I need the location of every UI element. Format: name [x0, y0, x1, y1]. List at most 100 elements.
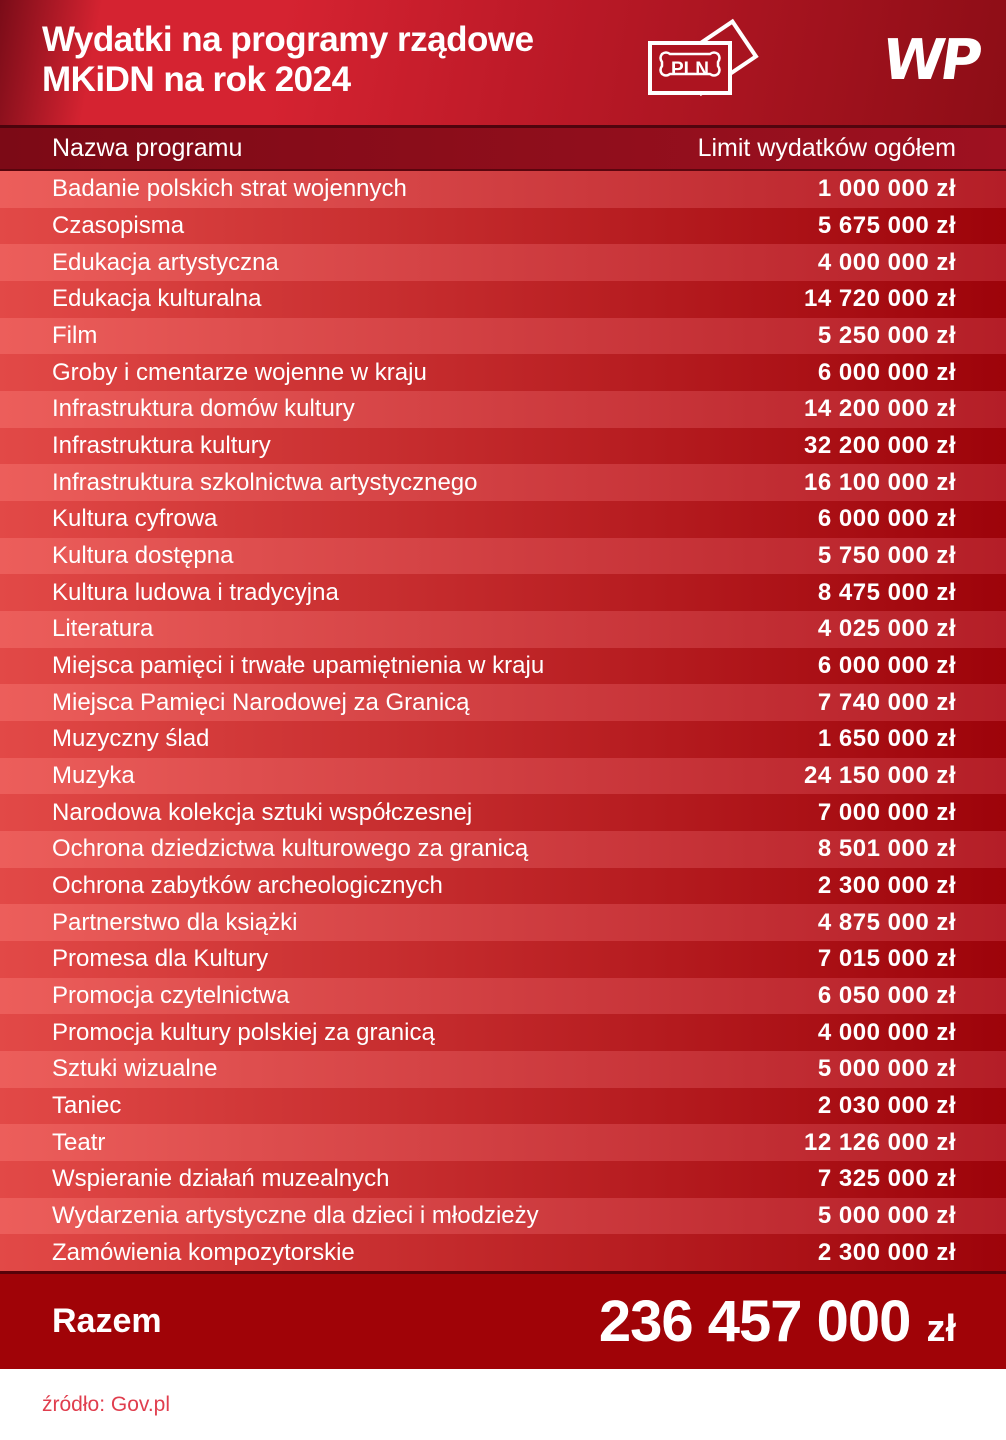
table-row: Miejsca pamięci i trwałe upamiętnienia w…	[0, 647, 1006, 685]
program-limit: 1 650 000 zł	[817, 725, 956, 753]
program-limit: 8 501 000 zł	[817, 835, 956, 863]
table-row: Promesa dla Kultury 7 015 000 zł	[0, 941, 1006, 978]
program-name: Infrastruktura domów kultury	[52, 395, 355, 423]
program-name: Infrastruktura szkolnictwa artystycznego	[52, 468, 478, 496]
table-row: Kultura ludowa i tradycyjna 8 475 000 zł	[0, 574, 1006, 612]
source-text: źródło: Gov.pl	[42, 1392, 170, 1416]
program-limit: 4 000 000 zł	[817, 248, 956, 276]
program-limit: 8 475 000 zł	[817, 578, 956, 606]
table-row: Sztuki wizualne 5 000 000 zł	[0, 1051, 1006, 1088]
table-row: Kultura dostępna 5 750 000 zł	[0, 537, 1006, 575]
program-limit: 5 000 000 zł	[817, 1202, 956, 1230]
column-header-limit: Limit wydatków ogółem	[697, 134, 956, 162]
program-limit: 5 750 000 zł	[817, 542, 956, 570]
table-row: Muzyka 24 150 000 zł	[0, 757, 1006, 795]
program-name: Taniec	[52, 1092, 122, 1120]
page-title-line2: MKiDN na rok 2024	[42, 60, 351, 99]
program-limit: 14 720 000 zł	[804, 285, 956, 313]
program-name: Muzyczny ślad	[52, 725, 210, 753]
table-row: Ochrona zabytków archeologicznych 2 300 0…	[0, 867, 1006, 905]
header: Wydatki na programy rządowe MKiDN na rok…	[0, 0, 1006, 125]
program-limit: 4 875 000 zł	[817, 908, 956, 936]
table-row: Wydarzenia artystyczne dla dzieci i młod…	[0, 1197, 1006, 1235]
program-name: Wydarzenia artystyczne dla dzieci i młod…	[52, 1202, 539, 1230]
table-row: Infrastruktura domów kultury 14 200 000 z…	[0, 391, 1006, 428]
table-row: Promocja kultury polskiej za granicą 4 00…	[0, 1014, 1006, 1052]
program-name: Kultura cyfrowa	[52, 505, 218, 533]
table-row: Partnerstwo dla książki 4 875 000 zł	[0, 904, 1006, 942]
program-name: Film	[52, 322, 98, 350]
total-currency: zł	[926, 1308, 956, 1350]
program-limit: 4 025 000 zł	[817, 615, 956, 643]
column-header-name: Nazwa programu	[52, 134, 243, 162]
program-name: Ochrona dziedzictwa kulturowego za grani…	[52, 835, 529, 863]
program-limit: 6 000 000 zł	[817, 652, 956, 680]
table-row: Infrastruktura kultury 32 200 000 zł	[0, 427, 1006, 465]
table-row: Teatr 12 126 000 zł	[0, 1124, 1006, 1162]
program-limit: 7 000 000 zł	[817, 798, 956, 826]
total-label: Razem	[52, 1302, 162, 1340]
table-row: Infrastruktura szkolnictwa artystycznego…	[0, 464, 1006, 502]
table-row: Badanie polskich strat wojennych 1 000 00…	[0, 171, 1006, 208]
program-name: Czasopisma	[52, 212, 185, 239]
table-column-header: Nazwa programu Limit wydatków ogółem	[0, 125, 1006, 171]
program-limit: 6 050 000 zł	[817, 982, 956, 1010]
program-limit: 2 300 000 zł	[817, 1238, 956, 1266]
wp-logo: WP	[878, 28, 983, 93]
program-limit: 7 015 000 zł	[817, 945, 956, 973]
program-limit: 12 126 000 zł	[804, 1128, 956, 1156]
total-value: 236 457 000 zł	[599, 1288, 956, 1355]
program-name: Promocja kultury polskiej za granicą	[52, 1018, 435, 1046]
table-row: Edukacja artystyczna 4 000 000 zł	[0, 244, 1006, 282]
table-row: Promocja czytelnictwa 6 050 000 zł	[0, 977, 1006, 1015]
table-row: Miejsca Pamięci Narodowej za Granicą 7 74…	[0, 684, 1006, 722]
program-limit: 1 000 000 zł	[817, 175, 956, 203]
program-name: Teatr	[52, 1128, 106, 1156]
program-limit: 7 325 000 zł	[817, 1165, 956, 1193]
table-row: Film 5 250 000 zł	[0, 317, 1006, 355]
total-amount: 236 457 000	[598, 1289, 912, 1354]
program-name: Wspieranie działań muzealnych	[52, 1165, 390, 1193]
program-limit: 16 100 000 zł	[804, 468, 956, 496]
program-name: Infrastruktura kultury	[52, 432, 271, 460]
program-limit: 14 200 000 zł	[804, 395, 956, 423]
page-title: Wydatki na programy rządowe MKiDN na rok…	[42, 20, 534, 100]
table-row: Groby i cmentarze wojenne w kraju 6 000 0…	[0, 354, 1006, 392]
program-limit: 5 250 000 zł	[817, 322, 956, 350]
program-limit: 6 000 000 zł	[817, 505, 956, 533]
program-name: Kultura ludowa i tradycyjna	[52, 578, 339, 606]
program-limit: 7 740 000 zł	[817, 688, 956, 716]
program-limit: 2 030 000 zł	[817, 1092, 956, 1120]
source-strip: źródło: Gov.pl	[0, 1369, 1006, 1440]
page-title-line1: Wydatki na programy rządowe	[42, 20, 534, 59]
program-name: Zamówienia kompozytorskie	[52, 1238, 355, 1266]
program-name: Badanie polskich strat wojennych	[52, 175, 407, 203]
table-row: Czasopisma 5 675 000 zł	[0, 207, 1006, 245]
program-name: Kultura dostępna	[52, 542, 234, 570]
program-name: Muzyka	[52, 762, 135, 790]
pln-icon-label: PLN	[671, 59, 709, 80]
table-row: Zamówienia kompozytorskie 2 300 000 zł	[0, 1234, 1006, 1272]
table-row: Literatura 4 025 000 zł	[0, 611, 1006, 648]
program-limit: 5 675 000 zł	[817, 212, 956, 239]
program-limit: 4 000 000 zł	[817, 1018, 956, 1046]
program-limit: 2 300 000 zł	[817, 872, 956, 900]
table-row: Taniec 2 030 000 zł	[0, 1087, 1006, 1125]
table-row: Muzyczny ślad 1 650 000 zł	[0, 721, 1006, 758]
table-rows: Badanie polskich strat wojennych 1 000 00…	[0, 171, 1006, 1272]
program-name: Narodowa kolekcja sztuki współczesnej	[52, 798, 473, 826]
program-name: Miejsca Pamięci Narodowej za Granicą	[52, 688, 470, 716]
program-name: Sztuki wizualne	[52, 1055, 218, 1083]
program-name: Edukacja artystyczna	[52, 248, 279, 276]
program-limit: 24 150 000 zł	[804, 762, 956, 790]
pln-banknote-icon: PLN	[648, 18, 759, 97]
program-limit: 5 000 000 zł	[817, 1055, 956, 1083]
program-name: Promocja czytelnictwa	[52, 982, 290, 1010]
program-limit: 6 000 000 zł	[817, 358, 956, 386]
program-name: Groby i cmentarze wojenne w kraju	[52, 358, 427, 386]
table-row: Wspieranie działań muzealnych 7 325 000 z…	[0, 1161, 1006, 1198]
program-name: Partnerstwo dla książki	[52, 908, 298, 936]
program-name: Ochrona zabytków archeologicznych	[52, 872, 443, 900]
program-name: Miejsca pamięci i trwałe upamiętnienia w…	[52, 652, 545, 680]
